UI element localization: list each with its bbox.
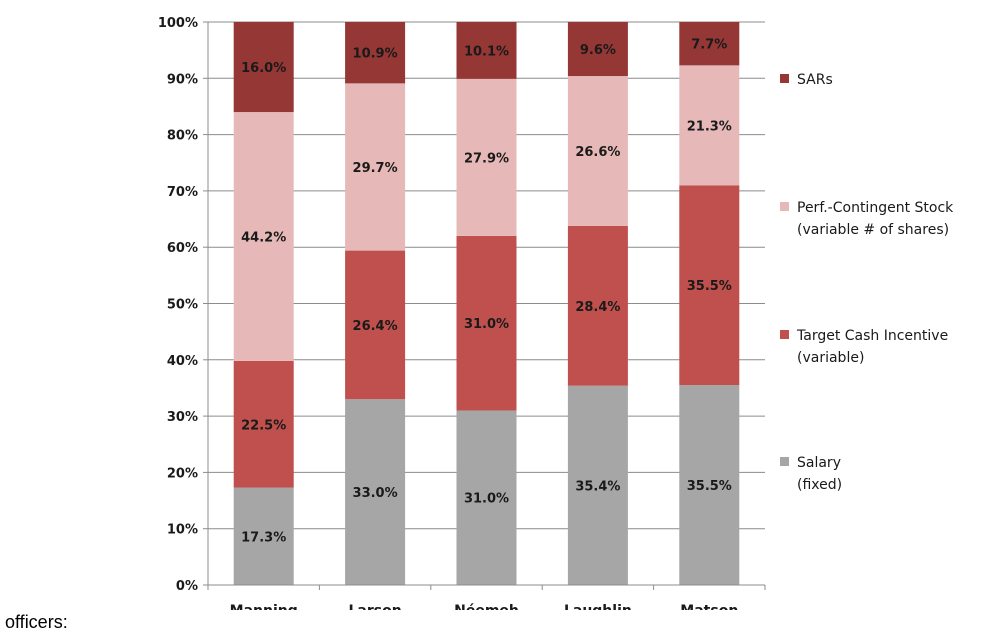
bar-segment <box>456 410 517 585</box>
data-label: 29.7% <box>353 161 398 176</box>
bar-segment <box>345 399 406 585</box>
legend-label: SARs <box>797 72 833 88</box>
bar-segment <box>567 385 628 585</box>
bar-segment <box>567 76 628 226</box>
bar-segment <box>233 112 294 361</box>
bar-segment <box>456 235 517 411</box>
x-tick-label: Matson <box>680 603 738 610</box>
y-tick-label: 0% <box>176 579 198 594</box>
y-tick-label: 30% <box>167 410 198 425</box>
x-tick-label: Larson <box>348 603 401 610</box>
bar-segment <box>345 83 406 251</box>
data-label: 31.0% <box>464 492 509 507</box>
legend-label: Target Cash Incentive (variable) <box>796 328 948 366</box>
data-label: 35.4% <box>575 479 620 494</box>
legend-swatch <box>780 330 789 339</box>
data-label: 10.1% <box>464 44 509 59</box>
y-tick-label: 90% <box>167 72 198 87</box>
data-label: 17.3% <box>241 530 286 545</box>
y-tick-label: 70% <box>167 185 198 200</box>
bar-segment <box>233 22 294 113</box>
data-label: 35.5% <box>687 279 732 294</box>
legend-swatch <box>780 457 789 466</box>
bar-segment <box>345 250 406 400</box>
bar-segment <box>679 22 740 66</box>
bar-segment <box>456 22 517 79</box>
data-label: 26.6% <box>575 145 620 160</box>
legend-swatch <box>780 202 789 211</box>
data-label: 22.5% <box>241 418 286 433</box>
axes: 0% 10% 20% 30% 40% 50% 60% 70% 80% 90% 100% Manning… <box>158 16 766 610</box>
y-tick-label: 10% <box>167 523 198 538</box>
y-tick-label: 60% <box>167 241 198 256</box>
caption-text: officers: <box>5 612 68 632</box>
bar-segment <box>456 78 517 236</box>
bar-segment <box>679 385 740 585</box>
legend-label: Perf.-Contingent Stock (variable # of sha… <box>797 200 954 238</box>
x-tick-label: Manning <box>230 603 298 610</box>
bar-segment <box>567 225 628 386</box>
data-label: 10.9% <box>353 47 398 62</box>
data-label: 21.3% <box>687 119 732 134</box>
bar-segment <box>567 22 628 77</box>
data-label: 28.4% <box>575 300 620 315</box>
x-tick-label: Laughlin <box>564 603 632 610</box>
y-tick-label: 100% <box>158 16 198 31</box>
legend: SARs Perf.-Contingent Stock (variable # of… <box>780 72 954 493</box>
data-label: 9.6% <box>580 43 616 58</box>
data-label: 26.4% <box>353 319 398 334</box>
data-label: 44.2% <box>241 231 286 246</box>
data-label: 16.0% <box>241 61 286 76</box>
bar-segment <box>345 22 406 84</box>
bars <box>233 22 740 585</box>
data-label: 27.9% <box>464 151 509 166</box>
bar-segment <box>233 487 294 585</box>
y-tick-label: 50% <box>167 298 198 313</box>
bar-segment <box>679 65 740 186</box>
y-tick-label: 40% <box>167 354 198 369</box>
y-tick-label: 20% <box>167 466 198 481</box>
data-labels: 17.3% 22.5% 44.2% 16.0% 33.0% 26.4% 29.7% 10.9%… <box>241 38 732 546</box>
legend-label: Salary (fixed) <box>797 455 842 493</box>
data-label: 31.0% <box>464 317 509 332</box>
data-label: 33.0% <box>353 486 398 501</box>
legend-swatch <box>780 74 789 83</box>
data-label: 35.5% <box>687 479 732 494</box>
stacked-bar-chart: 0% 10% 20% 30% 40% 50% 60% 70% 80% 90% 100% Manning… <box>158 16 954 610</box>
data-label: 7.7% <box>691 38 727 53</box>
bar-segment <box>679 185 740 386</box>
y-tick-label: 80% <box>167 129 198 144</box>
bar-segment <box>233 360 294 488</box>
x-tick-label: Néemeh <box>454 603 519 610</box>
